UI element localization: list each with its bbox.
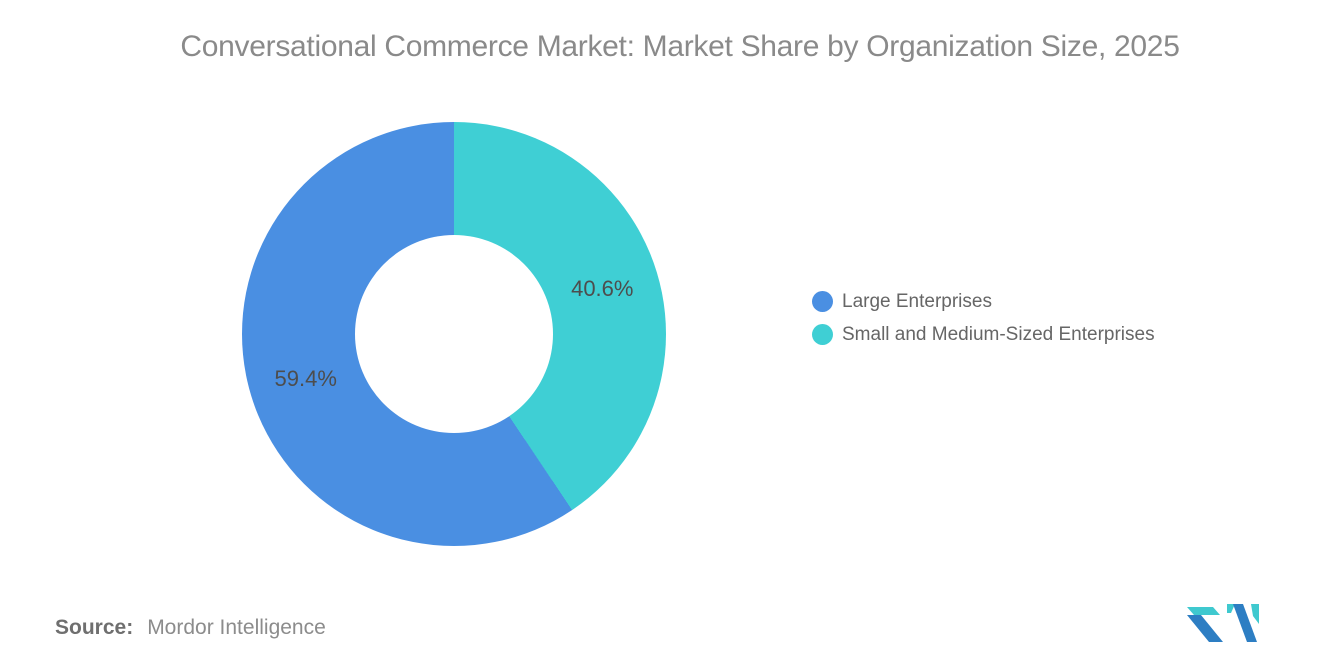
donut-hole — [355, 235, 553, 433]
source-line: Source: Mordor Intelligence — [55, 616, 326, 640]
legend-marker-circle-icon — [812, 324, 833, 345]
legend-marker-circle-icon — [812, 291, 833, 312]
legend-label-large-enterprises: Large Enterprises — [842, 290, 992, 312]
legend-item-small-medium-enterprises[interactable]: Small and Medium-Sized Enterprises — [812, 318, 1155, 351]
chart-title: Conversational Commerce Market: Market S… — [180, 30, 1180, 63]
mordor-intelligence-logo-icon — [1187, 604, 1259, 642]
source-label: Source: — [55, 616, 134, 639]
legend-label-small-medium-enterprises: Small and Medium-Sized Enterprises — [842, 323, 1155, 345]
legend-item-large-enterprises[interactable]: Large Enterprises — [812, 285, 1155, 318]
slice-label-large-enterprises: 59.4% — [274, 366, 337, 392]
source-value: Mordor Intelligence — [147, 616, 326, 639]
donut-chart[interactable] — [242, 122, 666, 546]
legend: Large Enterprises Small and Medium-Sized… — [812, 285, 1155, 351]
slice-label-small-medium-enterprises: 40.6% — [571, 275, 634, 301]
